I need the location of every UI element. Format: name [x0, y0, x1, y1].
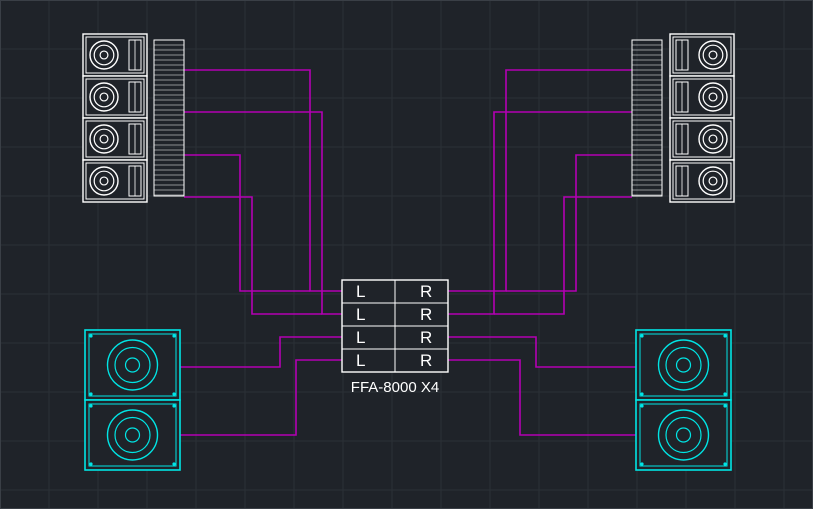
- amp-channel-r: R: [420, 351, 432, 370]
- wiring-diagram: L R L R L R L R FFA-8000 X4: [0, 0, 813, 509]
- amp-caption: FFA-8000 X4: [351, 379, 439, 396]
- amp-channel-r: R: [420, 328, 432, 347]
- sub-stack-left: [85, 330, 180, 470]
- amp-channel-r: R: [420, 305, 432, 324]
- amp-channel-l: L: [356, 305, 365, 324]
- amp-channel-l: L: [356, 282, 365, 301]
- top-array-left: [83, 34, 147, 202]
- amp-channel-r: R: [420, 282, 432, 301]
- sub-stack-right: [636, 330, 731, 470]
- amp-channel-l: L: [356, 351, 365, 370]
- top-array-right: [670, 34, 734, 202]
- amp-channel-l: L: [356, 328, 365, 347]
- amplifier-rack: L R L R L R L R FFA-8000 X4: [342, 280, 448, 396]
